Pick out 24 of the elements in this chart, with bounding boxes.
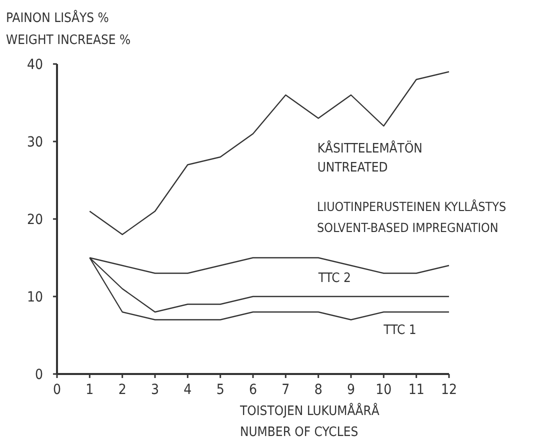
x-tick-label: 9	[346, 382, 356, 398]
series-label: TTC 2	[317, 270, 351, 286]
series-label: KÅSITTELEMÅTÖN UNTREATED	[317, 139, 422, 176]
series-label: TTC 1	[382, 323, 416, 338]
x-tick-label: 11	[408, 382, 424, 398]
x-tick-label: 4	[184, 382, 192, 398]
y-axis-title: PAINON LISÅYS % WEIGHT INCREASE %	[6, 9, 131, 48]
x-tick-label: 2	[118, 382, 126, 398]
y-tick-label: 10	[26, 289, 43, 306]
y-tick-label: 20	[26, 212, 43, 228]
x-tick-label: 0	[52, 382, 62, 398]
x-tick-label: 7	[282, 382, 290, 398]
y-tick-label: 0	[34, 366, 43, 383]
x-tick-label: 5	[216, 382, 224, 398]
x-tick-label: 10	[376, 382, 392, 398]
x-tick-label: 8	[314, 382, 322, 398]
y-tick-label: 30	[26, 134, 43, 150]
x-axis-title: TOISTOJEN LUKUMÅÅRÅ NUMBER OF CYCLES	[239, 402, 380, 437]
x-tick-label: 3	[150, 382, 160, 398]
x-tick-label: 6	[248, 382, 258, 398]
annotation: LIUOTINPERUSTEINEN KYLLÅSTYS SOLVENT-BASED IMPREGNATION	[317, 199, 506, 235]
x-tick-label: 12	[440, 382, 458, 398]
x-tick-label: 1	[86, 382, 94, 398]
y-tick-label: 40	[26, 56, 43, 73]
